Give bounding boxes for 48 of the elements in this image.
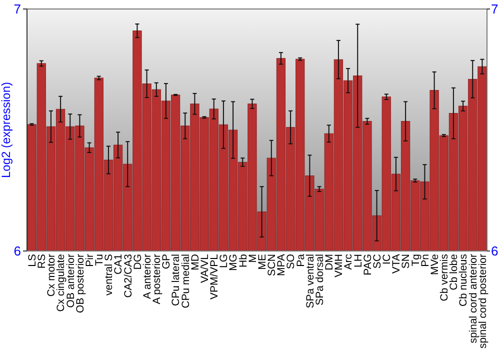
x-tick-label: SC: [371, 254, 384, 269]
x-tick-label: spinal cord anterior: [467, 253, 480, 344]
x-tick-label: VPM/VPL: [208, 254, 221, 300]
x-tick-label: MG: [228, 254, 240, 271]
x-tick-label: GP: [160, 254, 173, 270]
x-tick-label: SO: [285, 254, 298, 270]
x-tick-label: VA/VL: [198, 254, 211, 283]
x-tick-label: A anterior: [141, 254, 154, 299]
x-tick-label: SPa dorsal: [314, 254, 326, 306]
x-tick-label: Pa: [294, 254, 307, 267]
x-tick-label: Pir: [84, 254, 96, 267]
y2-tick-label: 7: [491, 2, 498, 17]
x-tick-label: Cb nucleus: [458, 254, 470, 307]
x-tick-label: LS: [26, 254, 38, 267]
x-tick-label: SPa ventral: [304, 254, 316, 308]
x-tick-label: DG: [132, 254, 144, 270]
x-tick-label: LH: [352, 254, 364, 268]
x-tick-label: spinal cord posterior: [476, 253, 489, 349]
x-tick-label: Tg: [410, 254, 422, 266]
x-tick-label: CA2/CA3: [122, 254, 134, 298]
x-tick-label: SN: [400, 254, 412, 269]
x-tick-label: MPA: [276, 254, 288, 276]
x-tick-label: Cb lobe: [448, 254, 460, 290]
x-tick-label: Cx cingulate: [55, 254, 68, 312]
y2-tick-label: 6: [491, 244, 498, 259]
x-tick-label: OB posterior: [74, 254, 86, 313]
x-tick-label: Arc: [342, 254, 355, 270]
x-tick-label: IC: [381, 254, 394, 264]
x-tick-label: OB anterior: [64, 254, 77, 308]
x-tick-label: DM: [324, 254, 336, 270]
x-tick-label: A posterior: [151, 254, 164, 304]
x-tick-label: CA1: [112, 254, 125, 274]
x-tick-label: RS: [36, 254, 48, 269]
x-tick-label: LG: [218, 254, 230, 268]
x-tick-label: VMH: [333, 254, 346, 278]
x-tick-label: CPu lateral: [170, 254, 182, 306]
x-tick-label: M: [246, 254, 259, 263]
x-tick-label: ME: [256, 254, 268, 270]
x-tick-label: SCN: [266, 254, 278, 276]
x-tick-label: Tu: [94, 254, 106, 266]
x-tick-label: PAG: [362, 254, 374, 276]
x-tick-label: VTA: [390, 254, 403, 274]
y-axis-title: Log2 (expression): [0, 82, 13, 178]
x-tick-label: Hb: [237, 254, 250, 268]
x-tick-label: ventral S: [103, 254, 116, 296]
x-tick-label: MVe: [428, 254, 441, 276]
x-tick-label: MD: [189, 254, 202, 270]
x-tick-label: CPu medial: [180, 254, 192, 308]
